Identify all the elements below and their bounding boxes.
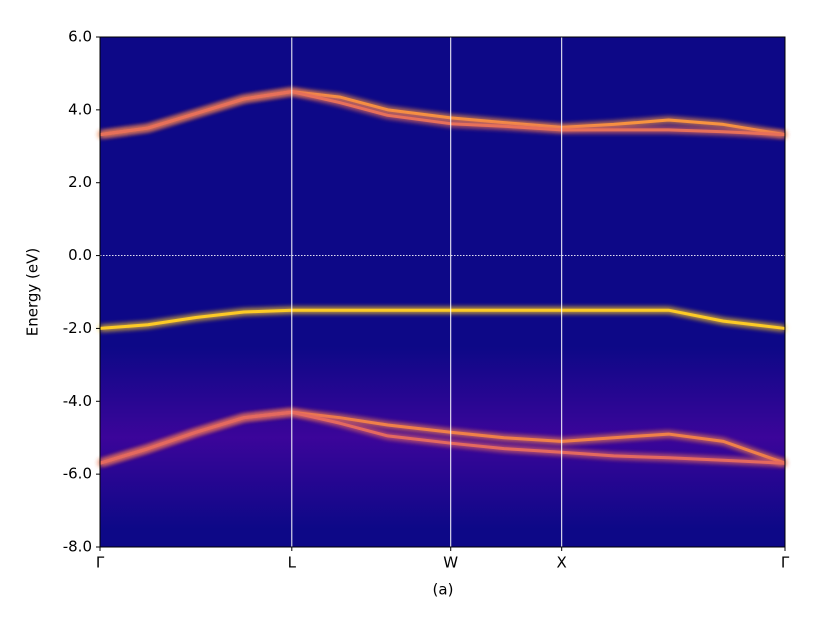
x-tick-label: Γ [96,554,105,572]
plot-frame [99,36,786,548]
background-haze [100,346,785,529]
band-line [99,308,786,330]
x-tick-label: W [443,554,458,572]
y-tick-label: -4.0 [63,392,92,410]
band-line [99,410,786,465]
x-axis-label: (a) [433,581,454,599]
x-tick-label: Γ [781,554,790,572]
x-tick-label: X [557,554,567,572]
y-tick-label: -8.0 [63,538,92,556]
y-tick-label: 0.0 [68,246,92,264]
band-line [99,90,786,137]
y-tick-label: -2.0 [63,319,92,337]
x-tick-label: L [288,554,297,572]
y-tick-label: 6.0 [68,28,92,46]
y-tick-label: 4.0 [68,100,92,118]
y-tick-label: -6.0 [63,465,92,483]
y-axis-label: Energy (eV) [24,248,42,336]
y-tick-label: 2.0 [68,173,92,191]
